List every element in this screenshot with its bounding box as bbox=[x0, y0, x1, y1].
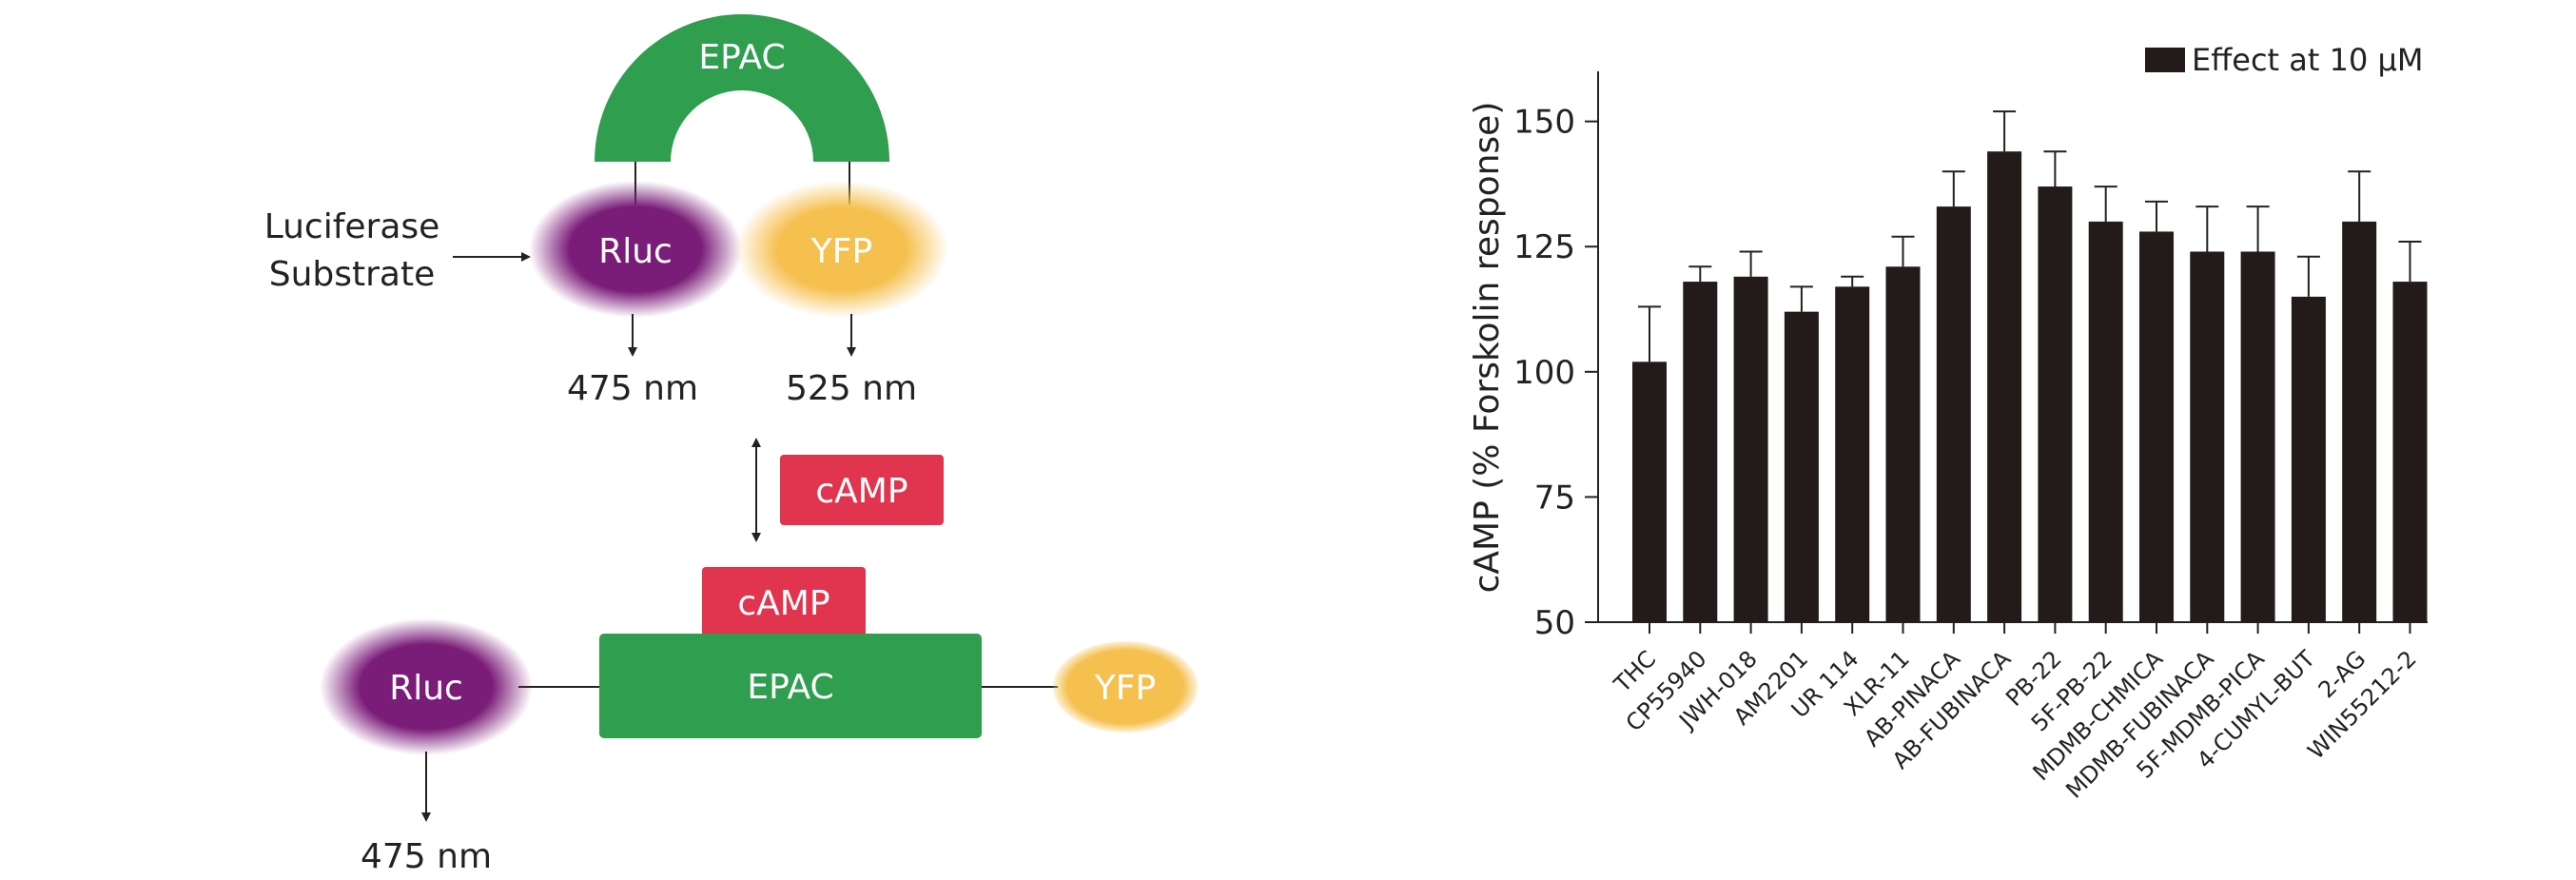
bottom-rluc-emission-label: 475 nm bbox=[361, 837, 492, 876]
y-tick-label: 150 bbox=[1513, 104, 1575, 142]
top-yfp-ellipse bbox=[735, 181, 948, 318]
bar bbox=[1987, 151, 2022, 622]
bar bbox=[2291, 296, 2326, 622]
bar bbox=[1632, 362, 1667, 622]
legend: Effect at 10 µM bbox=[2145, 42, 2423, 78]
bottom-epac-box bbox=[599, 634, 982, 738]
bound-camp-box bbox=[702, 567, 866, 637]
y-tick-label: 75 bbox=[1534, 479, 1575, 517]
bar bbox=[2342, 221, 2377, 622]
bar bbox=[1683, 282, 1718, 622]
bar bbox=[2392, 282, 2428, 622]
bottom-yfp-label: YFP bbox=[1094, 669, 1156, 708]
bar bbox=[2190, 251, 2225, 622]
free-camp-label: cAMP bbox=[815, 472, 907, 511]
y-tick-label: 125 bbox=[1513, 228, 1575, 266]
bound-camp-label: cAMP bbox=[737, 584, 829, 623]
bar bbox=[1784, 311, 1819, 622]
bar bbox=[2038, 186, 2073, 622]
top-epac-arch bbox=[595, 14, 889, 162]
legend-label: Effect at 10 µM bbox=[2192, 42, 2423, 78]
substrate-label-line2: Substrate bbox=[269, 255, 436, 294]
top-epac-label: EPAC bbox=[698, 38, 785, 77]
bottom-rluc-ellipse bbox=[320, 618, 533, 755]
top-yfp-label: YFP bbox=[810, 232, 872, 271]
top-yfp-emission-label: 525 nm bbox=[786, 369, 917, 408]
bret-diagram: EPAC Rluc YFP Luciferase Substrate 475 n… bbox=[264, 14, 1198, 876]
bar bbox=[1885, 266, 1921, 622]
bar bbox=[1835, 286, 1870, 622]
y-axis-label: cAMP (% Forskolin response) bbox=[1468, 102, 1507, 594]
bar bbox=[2240, 251, 2275, 622]
top-rluc-label: Rluc bbox=[598, 232, 673, 271]
y-tick-label: 50 bbox=[1534, 604, 1575, 642]
bottom-yfp-ellipse bbox=[1053, 641, 1198, 733]
bar bbox=[2139, 231, 2174, 622]
bottom-epac-label: EPAC bbox=[747, 668, 833, 707]
substrate-label-line1: Luciferase bbox=[264, 207, 440, 246]
bottom-rluc-label: Rluc bbox=[389, 669, 463, 708]
top-rluc-emission-label: 475 nm bbox=[567, 369, 698, 408]
y-tick-label: 100 bbox=[1513, 354, 1575, 392]
camp-bar-chart: 50 75 100 125 150 THCCP55940JWH-018AM2201UR … bbox=[1468, 42, 2428, 804]
free-camp-box bbox=[780, 455, 944, 525]
y-ticks: 50 75 100 125 150 bbox=[1513, 104, 1598, 642]
bar bbox=[2088, 221, 2123, 622]
bar bbox=[1936, 206, 1971, 623]
top-rluc-ellipse bbox=[529, 181, 742, 318]
bar bbox=[1733, 276, 1768, 622]
legend-swatch bbox=[2145, 48, 2185, 72]
bars bbox=[1632, 110, 2428, 623]
